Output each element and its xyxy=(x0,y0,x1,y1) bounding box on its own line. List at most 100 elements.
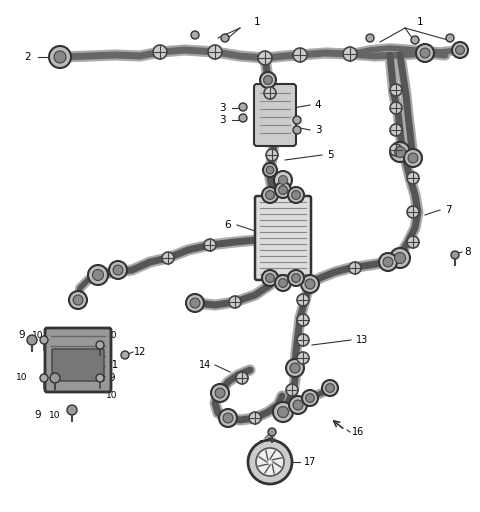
Text: 9: 9 xyxy=(19,330,25,340)
Circle shape xyxy=(229,296,241,308)
Circle shape xyxy=(446,34,454,42)
Circle shape xyxy=(416,44,434,62)
Circle shape xyxy=(264,76,272,84)
FancyBboxPatch shape xyxy=(52,349,104,381)
Text: 5: 5 xyxy=(327,150,333,160)
Circle shape xyxy=(256,448,284,476)
Circle shape xyxy=(293,126,301,134)
Circle shape xyxy=(258,51,272,65)
Circle shape xyxy=(248,440,292,484)
Circle shape xyxy=(204,239,216,251)
Circle shape xyxy=(390,84,402,96)
Circle shape xyxy=(420,48,430,58)
Circle shape xyxy=(407,172,419,184)
FancyBboxPatch shape xyxy=(254,84,296,146)
Text: 17: 17 xyxy=(304,457,316,467)
Circle shape xyxy=(395,252,406,264)
Text: 10: 10 xyxy=(106,331,118,339)
Circle shape xyxy=(73,295,83,305)
Circle shape xyxy=(411,36,419,44)
Circle shape xyxy=(40,374,48,382)
Circle shape xyxy=(96,374,104,382)
Circle shape xyxy=(292,273,300,283)
Circle shape xyxy=(266,149,278,161)
Circle shape xyxy=(50,373,60,383)
Text: 13: 13 xyxy=(356,335,368,345)
Circle shape xyxy=(366,34,374,42)
Text: 10: 10 xyxy=(106,391,118,399)
Text: 3: 3 xyxy=(315,125,321,135)
Circle shape xyxy=(219,409,237,427)
Circle shape xyxy=(302,390,318,406)
Text: 10: 10 xyxy=(49,411,61,419)
Circle shape xyxy=(262,270,278,286)
Circle shape xyxy=(162,252,174,264)
Text: 1: 1 xyxy=(254,17,260,27)
Circle shape xyxy=(379,253,397,271)
Circle shape xyxy=(407,236,419,248)
Circle shape xyxy=(408,153,418,163)
Circle shape xyxy=(390,124,402,136)
Text: 16: 16 xyxy=(352,427,364,437)
Circle shape xyxy=(275,182,291,198)
Text: 15: 15 xyxy=(259,440,271,450)
Text: 2: 2 xyxy=(24,52,31,62)
Circle shape xyxy=(288,187,304,203)
Circle shape xyxy=(208,45,222,59)
Circle shape xyxy=(407,206,419,218)
Circle shape xyxy=(390,144,402,156)
Circle shape xyxy=(96,341,104,349)
Circle shape xyxy=(40,336,48,344)
Circle shape xyxy=(153,45,167,59)
Circle shape xyxy=(343,47,357,61)
Text: 9: 9 xyxy=(35,410,41,420)
FancyBboxPatch shape xyxy=(255,196,311,280)
FancyBboxPatch shape xyxy=(45,328,111,392)
Circle shape xyxy=(275,275,291,291)
Circle shape xyxy=(265,190,275,199)
Circle shape xyxy=(390,102,402,114)
Circle shape xyxy=(451,251,459,259)
Circle shape xyxy=(264,87,276,99)
Circle shape xyxy=(277,407,288,417)
Circle shape xyxy=(190,298,200,308)
Text: 3: 3 xyxy=(219,103,225,113)
Circle shape xyxy=(93,269,104,281)
Circle shape xyxy=(113,265,123,275)
Circle shape xyxy=(54,51,66,63)
Text: 14: 14 xyxy=(199,360,211,370)
Text: 1: 1 xyxy=(417,17,423,27)
Circle shape xyxy=(306,394,314,402)
Circle shape xyxy=(288,270,304,286)
Circle shape xyxy=(289,396,307,414)
Text: 11: 11 xyxy=(106,360,119,370)
Circle shape xyxy=(278,176,288,184)
Text: 10: 10 xyxy=(16,373,28,382)
Text: 4: 4 xyxy=(315,100,321,110)
Circle shape xyxy=(301,275,319,293)
Circle shape xyxy=(249,412,261,424)
Circle shape xyxy=(390,142,410,162)
Circle shape xyxy=(263,163,277,177)
Text: 8: 8 xyxy=(465,247,471,257)
Circle shape xyxy=(456,46,465,54)
Circle shape xyxy=(293,400,303,410)
Circle shape xyxy=(191,31,199,39)
Circle shape xyxy=(260,72,276,88)
Circle shape xyxy=(239,103,247,111)
Circle shape xyxy=(211,384,229,402)
Circle shape xyxy=(297,314,309,326)
Circle shape xyxy=(109,261,127,279)
Circle shape xyxy=(349,262,361,274)
Circle shape xyxy=(325,383,335,392)
Circle shape xyxy=(383,257,393,267)
Circle shape xyxy=(266,166,274,174)
Circle shape xyxy=(305,279,315,289)
Circle shape xyxy=(290,363,300,373)
Circle shape xyxy=(186,294,204,312)
Circle shape xyxy=(67,405,77,415)
Circle shape xyxy=(273,402,293,422)
Circle shape xyxy=(274,171,292,189)
Circle shape xyxy=(27,335,37,345)
Circle shape xyxy=(297,352,309,364)
